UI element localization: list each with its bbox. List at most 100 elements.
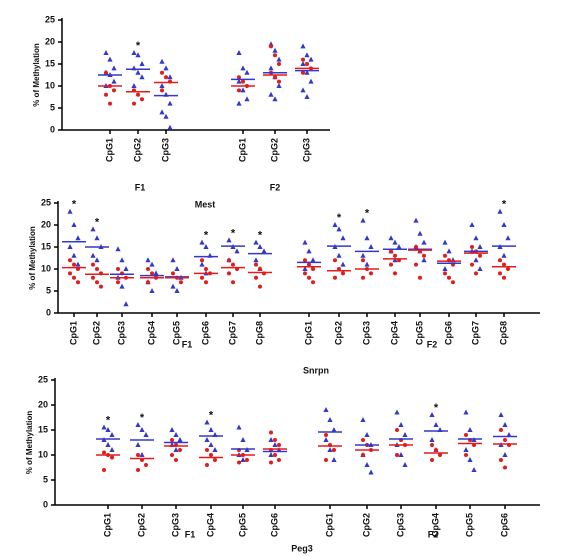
red-point [174, 458, 178, 462]
blue-point [332, 222, 338, 227]
blue-point [199, 239, 205, 245]
red-point [333, 258, 337, 263]
red-point [389, 249, 393, 254]
blue-point [75, 261, 81, 267]
blue-point [139, 74, 145, 80]
red-point [170, 453, 174, 457]
blue-point [402, 462, 408, 467]
red-point [502, 262, 506, 267]
blue-point [203, 244, 209, 249]
blue-point [304, 94, 310, 99]
blue-point [253, 257, 259, 263]
blue-point [145, 257, 151, 263]
red-point [414, 262, 418, 267]
significance-mark: * [106, 414, 111, 426]
blue-point [139, 61, 145, 66]
red-point [150, 271, 154, 276]
blue-point [446, 248, 452, 254]
blue-point [501, 252, 507, 258]
red-point [422, 253, 426, 258]
blue-point [153, 270, 159, 276]
blue-point [300, 87, 306, 93]
blue-point [163, 65, 169, 71]
blue-point [331, 457, 337, 462]
blue-point [429, 437, 435, 442]
category-label: CpG1 [104, 138, 114, 162]
blue-point [276, 56, 282, 62]
significance-mark: * [72, 199, 77, 211]
significance-mark: * [140, 412, 145, 424]
red-point [136, 92, 140, 97]
y-axis-label: % of Methylation [32, 43, 41, 107]
red-point [499, 428, 503, 432]
category-label: CpG2 [91, 321, 101, 345]
category-label: CpG2 [132, 138, 142, 162]
blue-point [159, 58, 165, 64]
category-label: CpG2 [136, 513, 146, 537]
blue-point [240, 87, 246, 93]
blue-point [473, 235, 479, 241]
blue-point [131, 50, 137, 55]
y-tick-label: 25 [38, 374, 48, 384]
blue-point [442, 266, 448, 271]
blue-point [135, 442, 141, 447]
blue-point [304, 52, 310, 58]
category-label: CpG2 [269, 138, 279, 162]
y-tick-label: 0 [46, 307, 51, 317]
blue-point [212, 447, 218, 452]
blue-point [109, 447, 115, 452]
red-point [451, 280, 455, 285]
blue-point [236, 78, 242, 84]
red-point [231, 280, 235, 285]
red-point [503, 438, 507, 442]
red-point [470, 262, 474, 267]
red-point [332, 448, 336, 452]
red-point [68, 258, 72, 263]
blue-point [388, 235, 394, 241]
red-point [502, 275, 506, 280]
blue-point [272, 47, 278, 53]
red-point [341, 271, 345, 276]
category-label: CpG3 [395, 513, 405, 537]
blue-point [398, 452, 404, 457]
category-label: CpG5 [414, 321, 424, 345]
red-point [430, 443, 434, 447]
blue-point [467, 457, 473, 462]
blue-point [413, 217, 419, 223]
blue-point [67, 244, 73, 249]
blue-point [131, 83, 137, 88]
blue-point [300, 43, 306, 49]
red-point [333, 275, 337, 280]
blue-point [159, 83, 165, 88]
red-point [200, 258, 204, 263]
blue-point [236, 100, 242, 106]
category-label: CpG5 [171, 321, 181, 345]
blue-point [360, 252, 366, 258]
blue-point [364, 261, 370, 267]
red-point [273, 438, 277, 442]
red-point [305, 62, 309, 66]
blue-point [433, 422, 439, 427]
blue-point [473, 257, 479, 263]
blue-point [240, 65, 246, 71]
blue-point [234, 248, 240, 254]
red-point [303, 271, 307, 276]
blue-point [360, 217, 366, 223]
red-point [447, 275, 451, 280]
blue-point [167, 124, 173, 130]
red-point [443, 271, 447, 276]
category-label: CpG3 [116, 321, 126, 345]
red-point [160, 70, 164, 75]
red-point [164, 75, 168, 80]
red-point [443, 253, 447, 258]
blue-point [94, 257, 100, 263]
blue-point [477, 244, 483, 249]
blue-point [501, 222, 507, 227]
y-tick-label: 10 [41, 263, 51, 273]
blue-point [143, 432, 149, 437]
red-point [110, 455, 114, 460]
red-point [171, 271, 175, 276]
y-tick-label: 20 [38, 399, 48, 409]
red-point [324, 433, 328, 437]
